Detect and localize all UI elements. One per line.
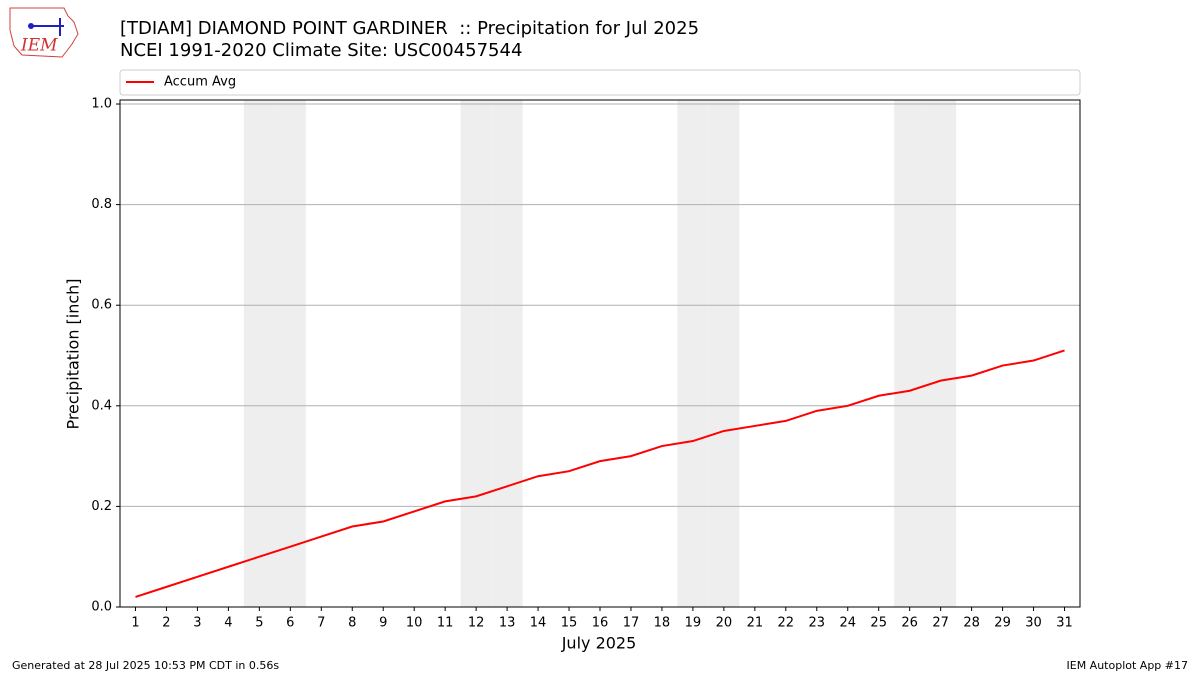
x-tick-label: 25 [870, 616, 887, 631]
x-tick-label: 8 [348, 616, 356, 631]
weekend-shade [677, 100, 709, 607]
y-tick-label: 0.6 [91, 298, 112, 313]
logo-text: IEM [20, 36, 58, 56]
weekend-shade [274, 100, 306, 607]
x-tick-label: 27 [932, 616, 949, 631]
y-tick-label: 0.4 [91, 398, 112, 413]
x-tick-label: 6 [286, 616, 294, 631]
x-tick-label: 19 [685, 616, 702, 631]
x-tick-label: 2 [162, 616, 170, 631]
x-tick-label: 15 [561, 616, 578, 631]
weekend-shade [243, 100, 275, 607]
weekend-shade [491, 100, 523, 607]
logo: IEM [9, 7, 79, 58]
x-tick-label: 22 [778, 616, 795, 631]
x-tick-label: 12 [468, 616, 485, 631]
series-line [135, 349, 1065, 598]
x-tick-label: 17 [623, 616, 640, 631]
x-tick-label: 1 [131, 616, 139, 631]
x-tick-label: 7 [317, 616, 325, 631]
x-tick-label: 20 [716, 616, 733, 631]
plot-frame [119, 99, 1081, 608]
weekend-shade [894, 100, 926, 607]
x-tick-label: 9 [379, 616, 387, 631]
x-tick-label: 21 [747, 616, 764, 631]
x-tick-label: 28 [963, 616, 980, 631]
legend [119, 69, 1081, 96]
chart-title: [TDIAM] DIAMOND POINT GARDINER :: Precip… [120, 18, 699, 39]
x-tick-label: 11 [437, 616, 454, 631]
x-tick-label: 18 [654, 616, 671, 631]
x-tick-label: 16 [592, 616, 609, 631]
y-tick-label: 0.0 [91, 600, 112, 615]
footer-right: IEM Autoplot App #17 [1067, 659, 1189, 672]
x-tick-label: 14 [530, 616, 547, 631]
y-tick-label: 0.2 [91, 499, 112, 514]
x-tick-label: 3 [193, 616, 201, 631]
x-tick-label: 29 [994, 616, 1011, 631]
x-axis-title: July 2025 [561, 634, 637, 653]
y-tick-label: 1.0 [91, 97, 112, 112]
x-tick-label: 23 [809, 616, 826, 631]
footer-left: Generated at 28 Jul 2025 10:53 PM CDT in… [12, 659, 279, 672]
weekend-shade [708, 100, 740, 607]
x-tick-label: 10 [406, 616, 423, 631]
y-tick-label: 0.8 [91, 197, 112, 212]
x-tick-label: 24 [839, 616, 856, 631]
weekend-shade [925, 100, 957, 607]
x-tick-label: 13 [499, 616, 516, 631]
x-tick-label: 26 [901, 616, 918, 631]
x-tick-label: 4 [224, 616, 232, 631]
y-axis-title: Precipitation [inch] [64, 278, 83, 429]
x-tick-label: 31 [1056, 616, 1073, 631]
chart-subtitle: NCEI 1991-2020 Climate Site: USC00457544 [120, 40, 522, 61]
x-tick-label: 30 [1025, 616, 1042, 631]
weekend-shade [460, 100, 492, 607]
x-tick-label: 5 [255, 616, 263, 631]
legend-label: Accum Avg [164, 75, 236, 90]
